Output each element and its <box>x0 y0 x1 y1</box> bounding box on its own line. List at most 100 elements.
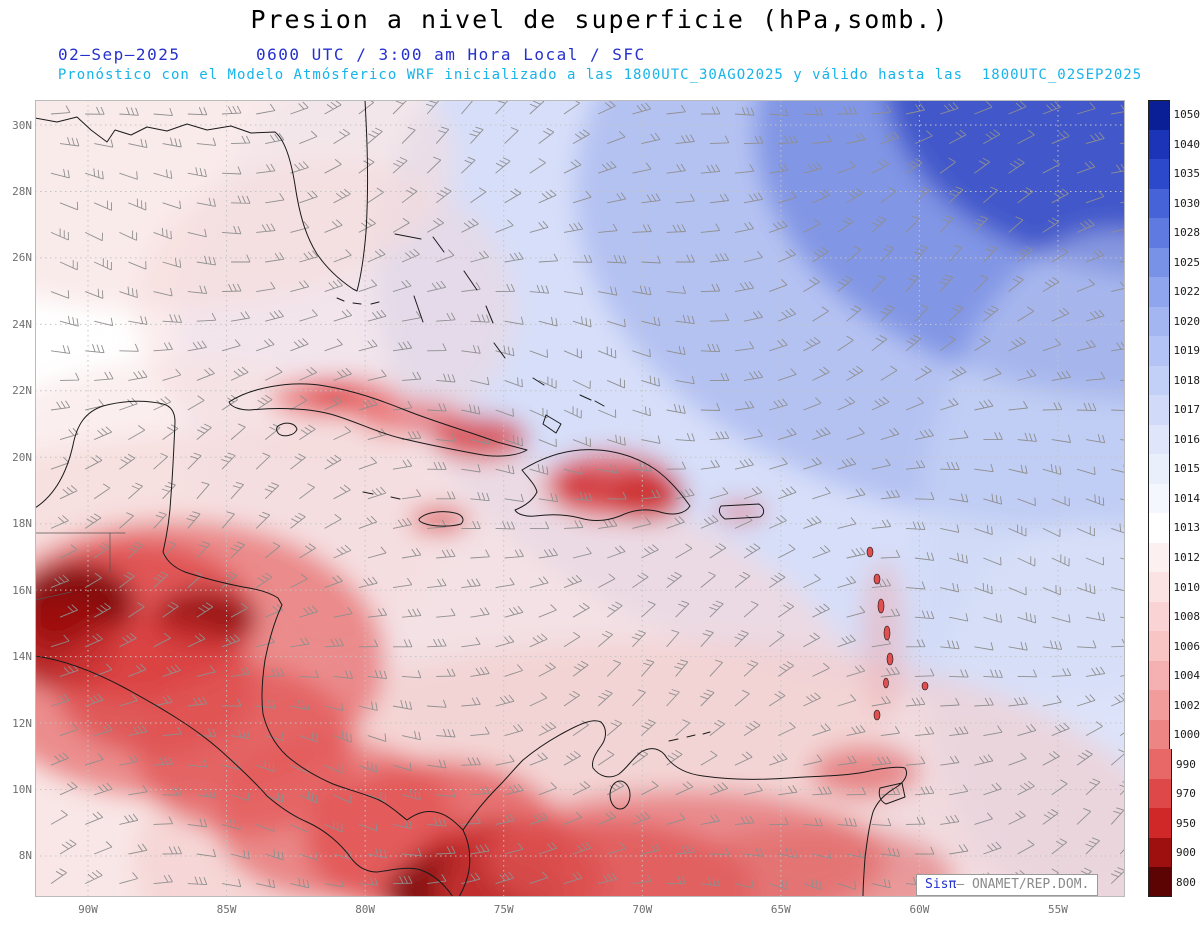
colorbar-row: 1040 <box>1148 129 1200 160</box>
lat-label: 26N <box>12 251 32 265</box>
colorbar-value: 1019 <box>1173 344 1200 358</box>
colorbar-swatch <box>1148 837 1172 868</box>
colorbar-row: 800 <box>1148 867 1200 897</box>
colorbar-swatch <box>1148 719 1170 750</box>
lat-label: 24N <box>12 317 32 331</box>
colorbar-row: 1010 <box>1148 572 1200 602</box>
lat-label: 20N <box>12 450 32 464</box>
lon-label: 55W <box>1048 903 1068 916</box>
colorbar-swatch <box>1148 749 1172 779</box>
colorbar-row: 1019 <box>1148 336 1200 366</box>
colorbar-value: 990 <box>1176 757 1196 771</box>
colorbar-swatch <box>1148 188 1170 219</box>
florida-keys <box>336 297 380 305</box>
colorbar-value: 950 <box>1176 816 1196 830</box>
colorbar-row: 1017 <box>1148 395 1200 425</box>
abc-islands <box>668 731 711 742</box>
colorbar-value: 1030 <box>1173 196 1200 210</box>
colorbar-swatch <box>1148 601 1170 632</box>
colorbar-row: 1004 <box>1148 660 1200 691</box>
colorbar-row: 1014 <box>1148 483 1200 514</box>
colorbar-value: 1018 <box>1173 373 1200 387</box>
coastlines <box>35 100 929 897</box>
colorbar-value: 1035 <box>1173 167 1200 181</box>
colorbar-row: 1022 <box>1148 277 1200 307</box>
cayman-islands <box>362 491 401 500</box>
lon-label: 65W <box>770 903 791 916</box>
colorbar-value: 1017 <box>1173 403 1200 417</box>
colorbar-value: 900 <box>1176 846 1196 860</box>
colorbar-value: 1008 <box>1173 610 1200 624</box>
lat-label: 12N <box>12 716 32 730</box>
colorbar-swatch <box>1148 867 1172 897</box>
colorbar-swatch <box>1148 778 1172 809</box>
hispaniola <box>514 449 691 521</box>
colorbar-value: 1016 <box>1173 432 1200 446</box>
lat-label: 8N <box>18 849 32 863</box>
colorbar-value: 1028 <box>1173 226 1200 240</box>
lon-label: 75W <box>493 903 514 916</box>
jamaica <box>418 511 464 527</box>
colorbar-value: 1040 <box>1173 137 1200 151</box>
colorbar-swatch <box>1148 129 1170 160</box>
page-title: Presion a nivel de superficie (hPa,somb.… <box>250 5 950 34</box>
colorbar-value: 1010 <box>1173 580 1200 594</box>
colorbar-row: 1028 <box>1148 218 1200 248</box>
colorbar-row: 1008 <box>1148 601 1200 632</box>
lat-label: 14N <box>12 650 32 664</box>
central-america-pacific <box>35 655 454 897</box>
colorbar-row: 1030 <box>1148 188 1200 219</box>
coastline-gulf-florida <box>35 100 368 292</box>
puerto-rico <box>718 503 765 520</box>
colorbar-swatch <box>1148 336 1170 366</box>
colorbar-row: 1015 <box>1148 454 1200 484</box>
colorbar-value: 1020 <box>1173 314 1200 328</box>
map-frame <box>35 100 1125 897</box>
colorbar-swatch <box>1148 100 1170 130</box>
colorbar-row: 970 <box>1148 778 1200 809</box>
forecast-line: Pronóstico con el Modelo Atmósferico WRF… <box>57 67 1143 83</box>
colorbar-swatch <box>1148 424 1170 455</box>
colorbar-swatch <box>1148 513 1170 543</box>
colorbar-row: 1000 <box>1148 719 1200 750</box>
colorbar-swatch <box>1148 690 1170 720</box>
colorbar-value: 1000 <box>1173 728 1200 742</box>
valid-date: 02–Sep–2025 <box>58 45 181 64</box>
lon-label: 70W <box>632 903 653 916</box>
colorbar-swatch <box>1148 631 1170 661</box>
colorbar-row: 1013 <box>1148 513 1200 543</box>
colorbar-row: 1020 <box>1148 306 1200 337</box>
colorbar-value: 1013 <box>1173 521 1200 535</box>
colorbar: 1050 1040 1035 1030 1028 1025 1022 1020 1019 1018… <box>1148 100 1200 897</box>
colorbar-value: 1050 <box>1173 108 1200 122</box>
colorbar-row: 1018 <box>1148 365 1200 396</box>
org-name: ONAMET/REP.DOM. <box>971 877 1090 892</box>
lesser-antilles <box>866 546 929 721</box>
grid-lines <box>35 100 1125 897</box>
colorbar-value: 800 <box>1176 875 1196 889</box>
colorbar-row: 900 <box>1148 837 1200 868</box>
bahamas <box>394 233 605 434</box>
country-borders <box>35 532 126 601</box>
south-america-coast <box>462 720 908 897</box>
colorbar-swatch <box>1148 247 1170 278</box>
valid-time: 0600 UTC / 3:00 am Hora Local / SFC <box>256 45 646 64</box>
colorbar-swatch <box>1148 572 1170 602</box>
colorbar-value: 1015 <box>1173 462 1200 476</box>
colorbar-row: 950 <box>1148 808 1200 838</box>
cuba <box>228 383 528 457</box>
lat-label: 18N <box>12 517 32 531</box>
lake-maracaibo <box>609 780 631 810</box>
colorbar-value: 1006 <box>1173 639 1200 653</box>
yucatan-central-america-caribbean <box>35 400 471 897</box>
lat-label: 10N <box>12 783 32 796</box>
colorbar-row: 1006 <box>1148 631 1200 661</box>
colorbar-row: 1002 <box>1148 690 1200 720</box>
lon-label: 90W <box>78 903 98 916</box>
colorbar-swatch <box>1148 306 1170 337</box>
system-name: Sisπ <box>925 877 957 892</box>
colorbar-swatch <box>1148 277 1170 307</box>
lat-label: 30N <box>12 118 32 132</box>
colorbar-row: 1050 <box>1148 100 1200 130</box>
